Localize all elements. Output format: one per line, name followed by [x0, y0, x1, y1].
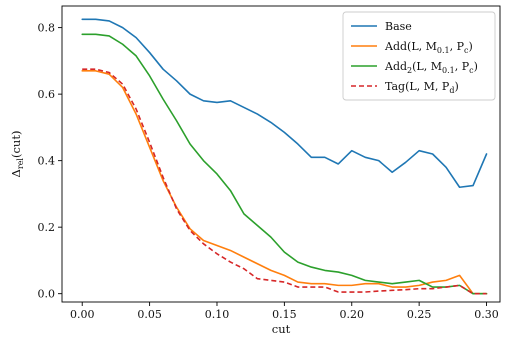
- x-tick-label: 0.00: [70, 308, 95, 321]
- legend-label-1: Add(L, M0.1, Pc): [384, 40, 473, 55]
- series-line-2: [81, 33, 488, 295]
- x-tick-label: 0.15: [272, 308, 297, 321]
- series-line-1: [81, 70, 488, 295]
- x-tick-label: 0.10: [205, 308, 230, 321]
- y-tick-label: 0.4: [38, 155, 56, 168]
- plot-area-frame: [61, 5, 501, 303]
- series-layer: [81, 18, 488, 295]
- x-tick-label: 0.20: [340, 308, 365, 321]
- y-tick-label: 0.2: [38, 221, 56, 234]
- x-tick-label: 0.30: [474, 308, 499, 321]
- x-tick-label: 0.05: [137, 308, 162, 321]
- y-tick-label: 0.6: [38, 88, 56, 101]
- legend-box: [342, 11, 496, 101]
- legend-label-0: Base: [385, 20, 412, 33]
- y-tick-label: 0.0: [38, 288, 56, 301]
- x-tick-label: 0.25: [407, 308, 432, 321]
- y-tick-label: 0.8: [38, 22, 56, 35]
- series-line-0: [81, 18, 488, 189]
- y-axis-ticks: 0.0 0.2 0.4 0.6 0.8: [38, 22, 62, 301]
- x-axis-ticks: 0.00 0.05 0.10 0.15 0.20 0.25 0.30: [70, 302, 499, 321]
- series-line-3: [82, 68, 487, 295]
- legend-label-2: Add2(L, M0.1, Pc): [384, 60, 478, 75]
- legend-label-3: Tag(L, M, Pd): [385, 80, 459, 95]
- y-axis-label: Δrel(cut): [9, 131, 25, 178]
- legend: Base Add(L, M0.1, Pc) Add2(L, M0.1, Pc) Tag…: [342, 11, 496, 101]
- axes-frame: [61, 5, 501, 303]
- x-axis-label: cut: [272, 322, 291, 336]
